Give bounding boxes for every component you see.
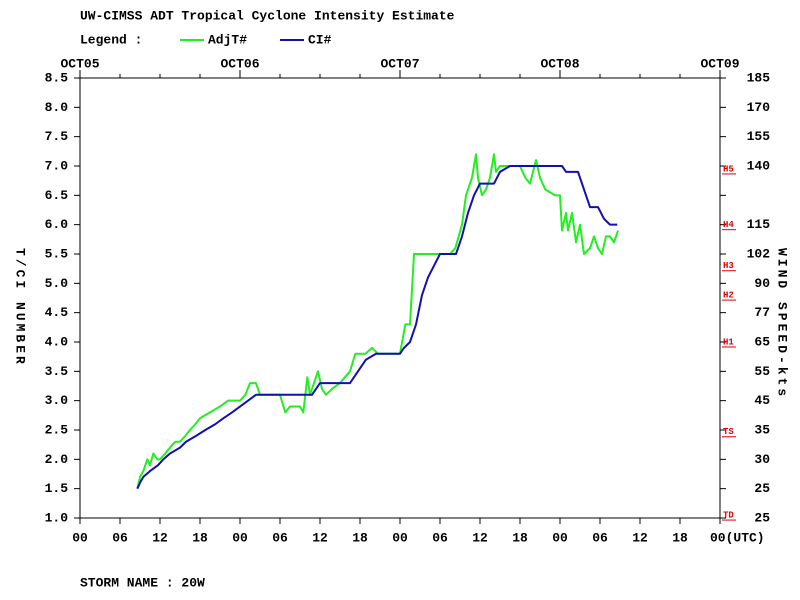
y-tick-label: 3.5	[45, 364, 69, 379]
chart-title: UW-CIMSS ADT Tropical Cyclone Intensity …	[80, 8, 455, 23]
y2-tick-label: 140	[747, 158, 771, 173]
y2-tick-label: 65	[754, 334, 770, 349]
x-tick-label: 12	[152, 530, 168, 545]
x-tick-label: 12	[312, 530, 328, 545]
x-tick-label: 18	[192, 530, 208, 545]
y-tick-label: 1.5	[45, 481, 69, 496]
top-date-label: OCT08	[540, 56, 579, 71]
x-tick-label: 18	[352, 530, 368, 545]
y2-tick-label: 115	[747, 217, 771, 232]
legend-label: AdjT#	[208, 32, 247, 47]
x-tick-label: 06	[272, 530, 288, 545]
x-tick-label: 06	[592, 530, 608, 545]
x-tick-label: 06	[112, 530, 128, 545]
legend-label: CI#	[308, 32, 332, 47]
y2-tick-label: 155	[747, 129, 771, 144]
y-tick-label: 5.0	[45, 276, 69, 291]
top-date-label: OCT09	[700, 56, 739, 71]
footer: STORM NAME : 20W	[80, 575, 205, 590]
category-label: H2	[723, 290, 734, 300]
y2-tick-label: 45	[754, 393, 770, 408]
y2-axis-label: WIND SPEED-kts	[775, 248, 790, 399]
y2-tick-label: 77	[754, 305, 770, 320]
category-label: H1	[723, 337, 734, 347]
x-tick-label: 00	[232, 530, 248, 545]
y-tick-label: 2.5	[45, 422, 69, 437]
top-date-label: OCT05	[60, 56, 99, 71]
y2-tick-label: 30	[754, 452, 770, 467]
y-tick-label: 7.5	[45, 129, 69, 144]
y-tick-label: 3.0	[45, 393, 69, 408]
y-tick-label: 6.0	[45, 217, 69, 232]
y-tick-label: 4.0	[45, 334, 69, 349]
category-label: H3	[723, 261, 734, 271]
category-label: TS	[723, 427, 734, 437]
x-tick-label: 06	[432, 530, 448, 545]
x-tick-label: 00(UTC)	[710, 530, 765, 545]
y-tick-label: 4.5	[45, 305, 69, 320]
y-tick-label: 1.0	[45, 510, 69, 525]
y-tick-label: 8.5	[45, 70, 69, 85]
x-tick-label: 12	[632, 530, 648, 545]
y2-tick-label: 90	[754, 276, 770, 291]
x-tick-label: 18	[512, 530, 528, 545]
y2-tick-label: 170	[747, 100, 771, 115]
x-tick-label: 18	[672, 530, 688, 545]
y-tick-label: 2.0	[45, 452, 69, 467]
y2-tick-label: 25	[754, 510, 770, 525]
y2-tick-label: 35	[754, 422, 770, 437]
y-tick-label: 5.5	[45, 246, 69, 261]
x-tick-label: 00	[72, 530, 88, 545]
x-tick-label: 12	[472, 530, 488, 545]
y-tick-label: 7.0	[45, 158, 69, 173]
category-label: H5	[723, 164, 734, 174]
series-line	[136, 153, 619, 489]
y2-tick-label: 185	[747, 70, 771, 85]
top-date-label: OCT06	[220, 56, 259, 71]
x-tick-label: 00	[392, 530, 408, 545]
category-label: TD	[723, 510, 734, 520]
y-tick-label: 6.5	[45, 188, 69, 203]
y-axis-label: T/CI NUMBER	[13, 248, 28, 367]
legend-label: Legend :	[80, 32, 142, 47]
y-tick-label: 8.0	[45, 100, 69, 115]
top-date-label: OCT07	[380, 56, 419, 71]
y2-tick-label: 25	[754, 481, 770, 496]
y2-tick-label: 102	[747, 246, 771, 261]
x-tick-label: 00	[552, 530, 568, 545]
y2-tick-label: 55	[754, 364, 770, 379]
category-label: H4	[723, 220, 734, 230]
series-line	[136, 165, 618, 490]
